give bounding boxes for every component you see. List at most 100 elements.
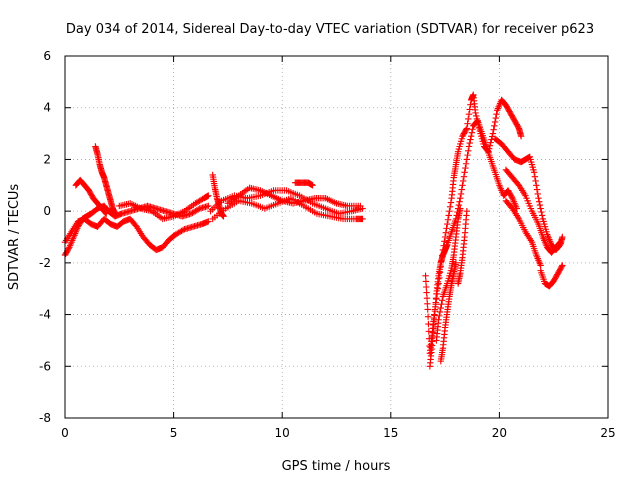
data-point <box>423 294 431 302</box>
data-point <box>469 126 476 133</box>
data-point <box>441 238 448 245</box>
data-point <box>436 312 443 320</box>
y-tick-label: 6 <box>43 49 51 63</box>
data-point <box>491 118 499 126</box>
data-point <box>459 182 466 189</box>
data-point <box>556 239 563 247</box>
data-point <box>443 225 450 232</box>
data-point <box>517 132 525 140</box>
data-point <box>465 143 473 150</box>
data-point <box>457 205 464 212</box>
data-point <box>492 114 499 122</box>
data-point <box>536 198 543 205</box>
series-track-12 <box>426 117 520 370</box>
data-point <box>458 186 465 193</box>
data-point <box>557 238 564 246</box>
data-point <box>462 164 469 172</box>
data-point <box>424 300 431 307</box>
plot-frame <box>64 55 609 419</box>
data-point <box>463 125 471 132</box>
data-point <box>473 118 481 125</box>
data-point <box>439 297 446 304</box>
series-track-11 <box>422 91 525 357</box>
data-point <box>309 182 316 189</box>
series-track-19 <box>537 262 566 290</box>
data-point <box>559 233 566 241</box>
data-point <box>205 192 212 199</box>
data-point <box>103 210 110 217</box>
data-point <box>445 212 452 219</box>
data-point <box>357 202 364 210</box>
data-point <box>220 213 227 220</box>
data-point <box>465 147 472 155</box>
series-track-3 <box>72 176 110 217</box>
data-point <box>455 201 463 209</box>
data-point <box>490 126 497 133</box>
series-track-1 <box>61 202 212 259</box>
data-point <box>467 136 474 143</box>
data-point <box>460 177 467 185</box>
data-point <box>462 126 470 133</box>
data-point <box>205 218 212 225</box>
data-point <box>466 106 473 113</box>
data-point <box>473 112 480 120</box>
series-track-14 <box>437 259 460 365</box>
data-point <box>435 316 442 323</box>
data-point <box>467 101 474 108</box>
data-point <box>538 208 545 216</box>
data-point <box>422 272 429 279</box>
data-point <box>534 190 541 198</box>
data-point <box>444 220 451 228</box>
data-point <box>422 278 430 285</box>
series-track-9 <box>224 184 364 210</box>
data-point <box>111 210 119 217</box>
data-point <box>493 110 500 118</box>
data-point <box>423 283 430 291</box>
axis-ticks <box>64 55 609 419</box>
data-point <box>463 207 471 215</box>
data-point <box>467 132 475 140</box>
data-point <box>195 206 202 213</box>
series-track-10 <box>292 179 316 189</box>
data-point <box>65 245 72 252</box>
x-tick-label: 15 <box>383 426 398 440</box>
series-track-2 <box>61 215 212 254</box>
data-point <box>457 195 464 202</box>
data-point <box>462 160 470 167</box>
data-point <box>461 169 468 176</box>
data-point <box>531 173 539 180</box>
y-axis-label: SDTVAR / TECUs <box>7 184 22 291</box>
data-point <box>533 182 540 189</box>
x-tick-label: 25 <box>600 426 615 440</box>
data-point <box>464 120 471 127</box>
y-tick-label: -4 <box>39 308 51 322</box>
data-point <box>465 110 473 118</box>
x-tick-label: 5 <box>170 426 178 440</box>
data-point <box>468 129 476 136</box>
series-track-18 <box>502 166 564 256</box>
data-point <box>460 173 468 180</box>
data-point <box>491 122 498 130</box>
y-tick-label: -6 <box>39 359 51 373</box>
data-point <box>452 259 460 267</box>
y-tick-label: 2 <box>43 152 51 166</box>
data-point <box>441 233 449 241</box>
data-point <box>436 308 444 316</box>
y-tick-label: 0 <box>43 204 51 218</box>
y-tick-label: -8 <box>39 411 51 425</box>
data-point <box>457 190 465 198</box>
data-point <box>532 177 539 185</box>
data-point <box>508 193 515 201</box>
data-point <box>102 209 109 217</box>
data-point <box>558 263 565 270</box>
data-point <box>486 142 494 149</box>
data-marks <box>61 91 566 370</box>
data-point <box>447 199 455 206</box>
data-point <box>465 115 472 123</box>
data-point <box>533 186 541 193</box>
data-point <box>536 201 544 209</box>
series-track-15 <box>454 207 471 287</box>
x-axis-label: GPS time / hours <box>282 459 391 474</box>
data-point <box>442 229 450 236</box>
